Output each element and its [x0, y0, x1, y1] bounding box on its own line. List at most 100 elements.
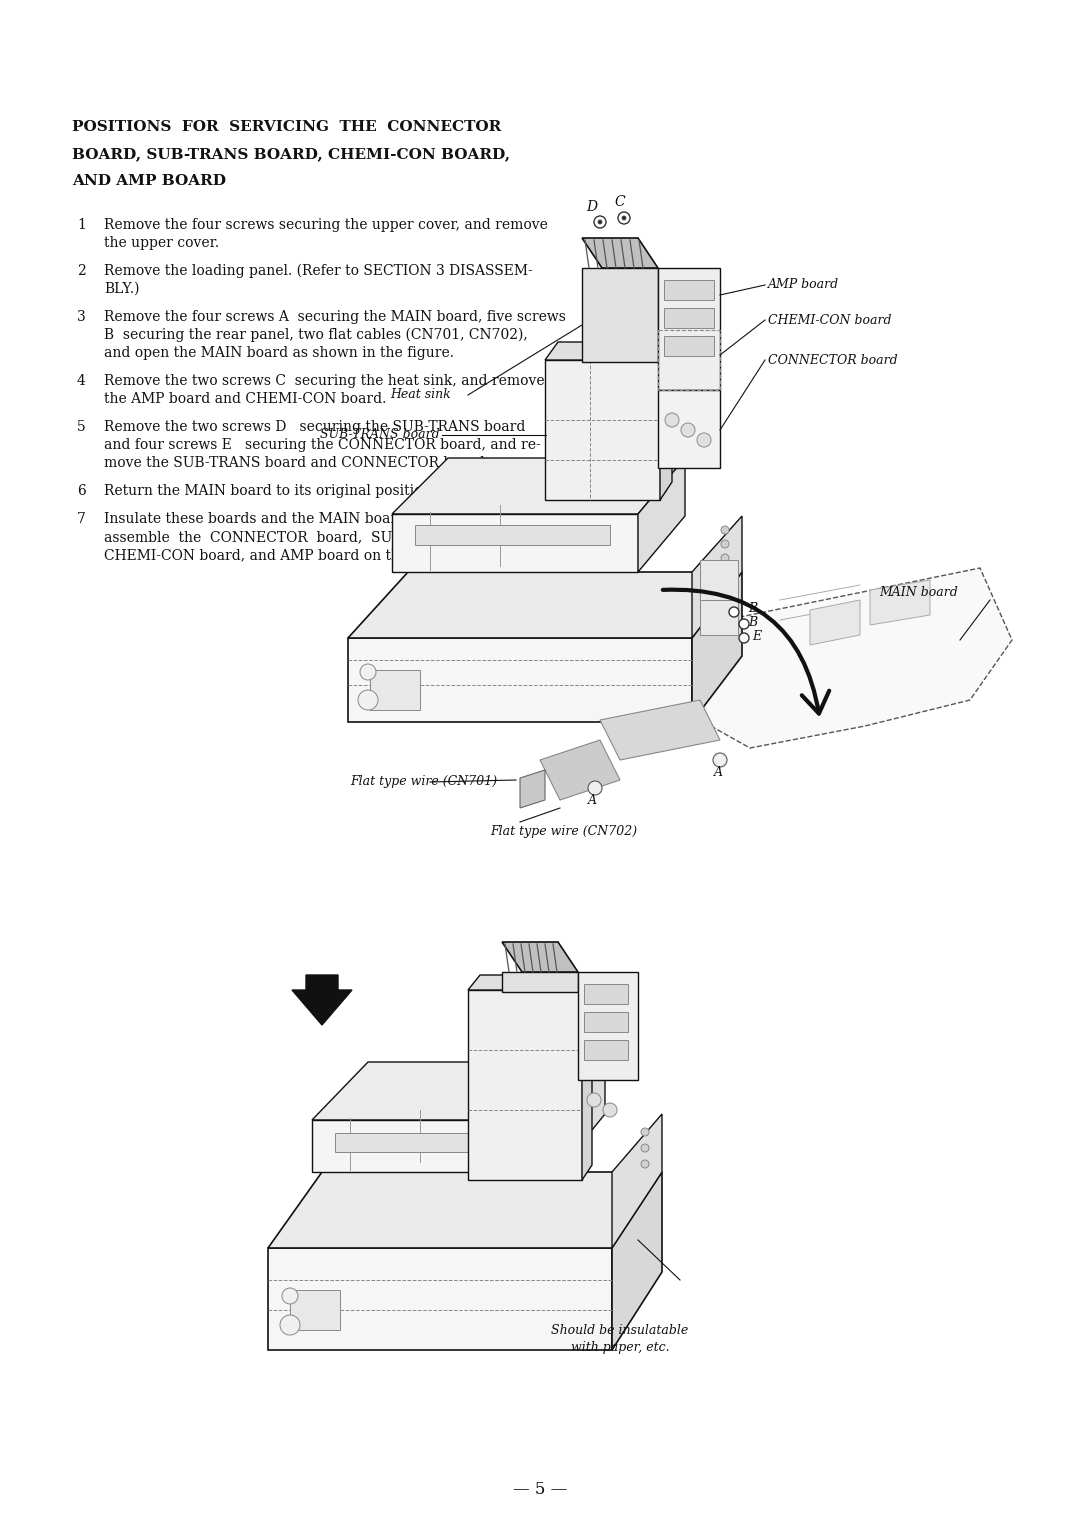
- Text: Insulate these boards and the MAIN board with paper, etc., and: Insulate these boards and the MAIN board…: [104, 512, 555, 526]
- Text: CHEMI-CON board, and AMP board on these boards.: CHEMI-CON board, and AMP board on these …: [104, 549, 481, 562]
- Polygon shape: [291, 1290, 340, 1329]
- Circle shape: [594, 215, 606, 228]
- Polygon shape: [700, 559, 738, 601]
- Text: Heat sink: Heat sink: [390, 388, 450, 402]
- Circle shape: [598, 220, 602, 225]
- Text: AMP board: AMP board: [768, 278, 839, 292]
- Polygon shape: [658, 390, 720, 468]
- Text: the upper cover.: the upper cover.: [104, 235, 219, 251]
- Text: 1: 1: [77, 219, 86, 232]
- Circle shape: [282, 1288, 298, 1303]
- Circle shape: [739, 633, 750, 643]
- Text: move the SUB-TRANS board and CONNECTOR board.: move the SUB-TRANS board and CONNECTOR b…: [104, 455, 489, 471]
- Text: B: B: [748, 616, 757, 628]
- Circle shape: [360, 665, 376, 680]
- Polygon shape: [312, 1120, 558, 1172]
- Circle shape: [357, 691, 378, 711]
- Polygon shape: [692, 516, 742, 639]
- Text: and open the MAIN board as shown in the figure.: and open the MAIN board as shown in the …: [104, 345, 454, 361]
- Circle shape: [721, 582, 729, 590]
- Polygon shape: [545, 361, 660, 500]
- Circle shape: [280, 1316, 300, 1335]
- Polygon shape: [578, 972, 638, 1080]
- Polygon shape: [692, 571, 742, 723]
- Polygon shape: [468, 990, 582, 1180]
- Polygon shape: [545, 342, 672, 361]
- Text: 7: 7: [77, 512, 86, 526]
- Polygon shape: [696, 568, 1012, 749]
- Polygon shape: [664, 336, 714, 356]
- Polygon shape: [468, 975, 592, 990]
- Text: Remove the four screws securing the upper cover, and remove: Remove the four screws securing the uppe…: [104, 219, 548, 232]
- Circle shape: [729, 607, 739, 617]
- Text: 4: 4: [77, 374, 86, 388]
- Polygon shape: [348, 571, 742, 639]
- Text: with paper, etc.: with paper, etc.: [570, 1342, 670, 1354]
- Circle shape: [603, 1103, 617, 1117]
- Polygon shape: [582, 267, 658, 362]
- Text: C: C: [615, 196, 625, 209]
- Text: E: E: [752, 630, 761, 642]
- Polygon shape: [558, 1062, 605, 1172]
- FancyArrowPatch shape: [663, 590, 829, 714]
- Text: D: D: [586, 200, 597, 214]
- Text: BLY.): BLY.): [104, 283, 139, 296]
- Circle shape: [739, 619, 750, 630]
- Text: BOARD, SUB-TRANS BOARD, CHEMI-CON BOARD,: BOARD, SUB-TRANS BOARD, CHEMI-CON BOARD,: [72, 147, 510, 160]
- Polygon shape: [348, 639, 692, 723]
- Text: SUB-TRANS board: SUB-TRANS board: [320, 428, 440, 442]
- Circle shape: [642, 1128, 649, 1135]
- Polygon shape: [600, 700, 720, 759]
- Text: CONNECTOR board: CONNECTOR board: [768, 353, 897, 367]
- Circle shape: [588, 1093, 600, 1106]
- Text: A: A: [588, 793, 596, 807]
- Polygon shape: [582, 975, 592, 1180]
- Circle shape: [721, 526, 729, 533]
- FancyArrow shape: [292, 975, 352, 1025]
- Polygon shape: [502, 972, 578, 992]
- Polygon shape: [312, 1062, 605, 1120]
- Polygon shape: [540, 740, 620, 801]
- Polygon shape: [664, 309, 714, 329]
- Text: Remove the two screws D   securing the SUB-TRANS board: Remove the two screws D securing the SUB…: [104, 420, 525, 434]
- Text: Flat type wire (CN701): Flat type wire (CN701): [350, 776, 497, 788]
- Circle shape: [721, 568, 729, 576]
- Text: AND AMP BOARD: AND AMP BOARD: [72, 174, 226, 188]
- Text: Return the MAIN board to its original position.: Return the MAIN board to its original po…: [104, 484, 435, 498]
- Polygon shape: [700, 601, 738, 636]
- Polygon shape: [870, 581, 930, 625]
- Circle shape: [618, 212, 630, 225]
- Polygon shape: [268, 1172, 662, 1248]
- Polygon shape: [658, 267, 720, 390]
- Polygon shape: [612, 1172, 662, 1351]
- Text: B  securing the rear panel, two flat cables (CN701, CN702),: B securing the rear panel, two flat cabl…: [104, 329, 528, 342]
- Circle shape: [622, 215, 626, 220]
- Polygon shape: [415, 526, 610, 545]
- Text: 2: 2: [77, 264, 85, 278]
- Text: Remove the two screws C  securing the heat sink, and remove: Remove the two screws C securing the hea…: [104, 374, 544, 388]
- Text: MAIN board: MAIN board: [879, 585, 958, 599]
- Circle shape: [642, 1144, 649, 1152]
- Polygon shape: [502, 941, 578, 972]
- Text: 5: 5: [77, 420, 85, 434]
- Circle shape: [653, 481, 667, 495]
- Polygon shape: [584, 1041, 627, 1060]
- Polygon shape: [810, 601, 860, 645]
- Polygon shape: [660, 342, 672, 500]
- Circle shape: [713, 753, 727, 767]
- Text: 3: 3: [77, 310, 85, 324]
- Text: Remove the four screws A  securing the MAIN board, five screws: Remove the four screws A securing the MA…: [104, 310, 566, 324]
- Text: A: A: [714, 767, 723, 779]
- Circle shape: [681, 423, 696, 437]
- Polygon shape: [519, 770, 545, 808]
- Polygon shape: [584, 984, 627, 1004]
- Circle shape: [642, 1160, 649, 1167]
- Text: B: B: [748, 602, 757, 614]
- Circle shape: [573, 1083, 588, 1097]
- Polygon shape: [370, 669, 420, 711]
- Circle shape: [665, 413, 679, 426]
- Text: 6: 6: [77, 484, 85, 498]
- Text: CHEMI-CON board: CHEMI-CON board: [768, 313, 891, 327]
- Text: — 5 —: — 5 —: [513, 1482, 567, 1499]
- Circle shape: [721, 539, 729, 549]
